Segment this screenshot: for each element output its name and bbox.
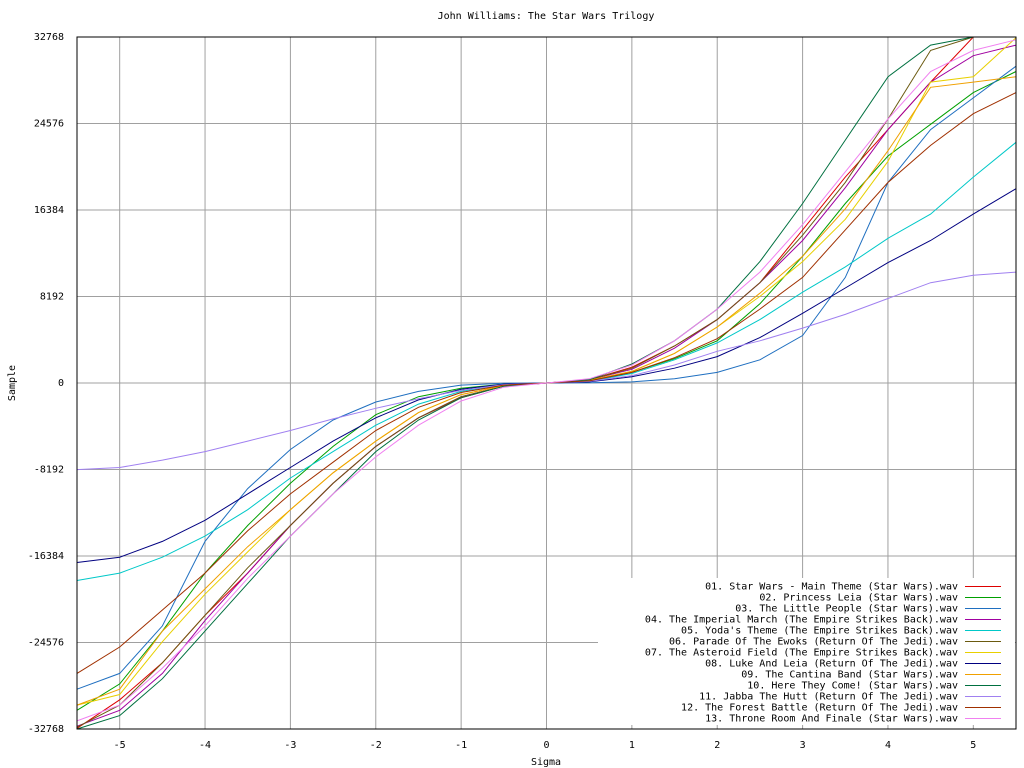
- legend-label: 09. The Cantina Band (Star Wars).wav: [741, 670, 958, 681]
- y-tick-label: -24576: [28, 638, 64, 649]
- legend-label: 13. Throne Room And Finale (Star Wars).w…: [705, 714, 958, 725]
- x-tick-label: 5: [970, 740, 976, 751]
- plot-frame: [76, 36, 1017, 730]
- x-tick-label: 3: [800, 740, 806, 751]
- x-tick-label: 2: [714, 740, 720, 751]
- legend-label: 02. Princess Leia (Star Wars).wav: [759, 593, 958, 604]
- legend-label: 10. Here They Come! (Star Wars).wav: [747, 681, 958, 692]
- x-tick-label: -5: [114, 740, 126, 751]
- x-tick-label: -1: [455, 740, 467, 751]
- x-axis-label: Sigma: [531, 757, 561, 768]
- legend-label: 03. The Little People (Star Wars).wav: [735, 604, 958, 615]
- legend-label: 08. Luke And Leia (Return Of The Jedi).w…: [705, 659, 958, 670]
- legend-box: [598, 578, 1015, 725]
- x-tick-label: -3: [284, 740, 296, 751]
- chart-title: John Williams: The Star Wars Trilogy: [438, 11, 655, 22]
- y-tick-label: 8192: [40, 292, 64, 303]
- legend-label: 11. Jabba The Hutt (Return Of The Jedi).…: [699, 692, 958, 703]
- x-tick-label: 1: [629, 740, 635, 751]
- y-tick-label: -16384: [28, 551, 64, 562]
- legend-label: 12. The Forest Battle (Return Of The Jed…: [681, 703, 958, 714]
- y-tick-label: -32768: [28, 724, 64, 735]
- legend-label: 06. Parade Of The Ewoks (Return Of The J…: [669, 637, 958, 648]
- y-tick-label: 32768: [34, 32, 64, 43]
- legend-label: 05. Yoda's Theme (The Empire Strikes Bac…: [681, 626, 958, 637]
- legend-label: 04. The Imperial March (The Empire Strik…: [645, 615, 958, 626]
- x-tick-label: 4: [885, 740, 891, 751]
- x-tick-label: -2: [370, 740, 382, 751]
- y-tick-label: 16384: [34, 205, 64, 216]
- x-tick-label: 0: [543, 740, 549, 751]
- legend-label: 01. Star Wars - Main Theme (Star Wars).w…: [705, 582, 958, 593]
- y-tick-label: 24576: [34, 119, 64, 130]
- y-axis-label: Sample: [7, 365, 18, 401]
- series-line: [76, 39, 1017, 722]
- y-tick-label: 0: [58, 378, 64, 389]
- y-tick-label: -8192: [34, 465, 64, 476]
- legend-label: 07. The Asteroid Field (The Empire Strik…: [645, 648, 958, 659]
- x-tick-label: -4: [199, 740, 211, 751]
